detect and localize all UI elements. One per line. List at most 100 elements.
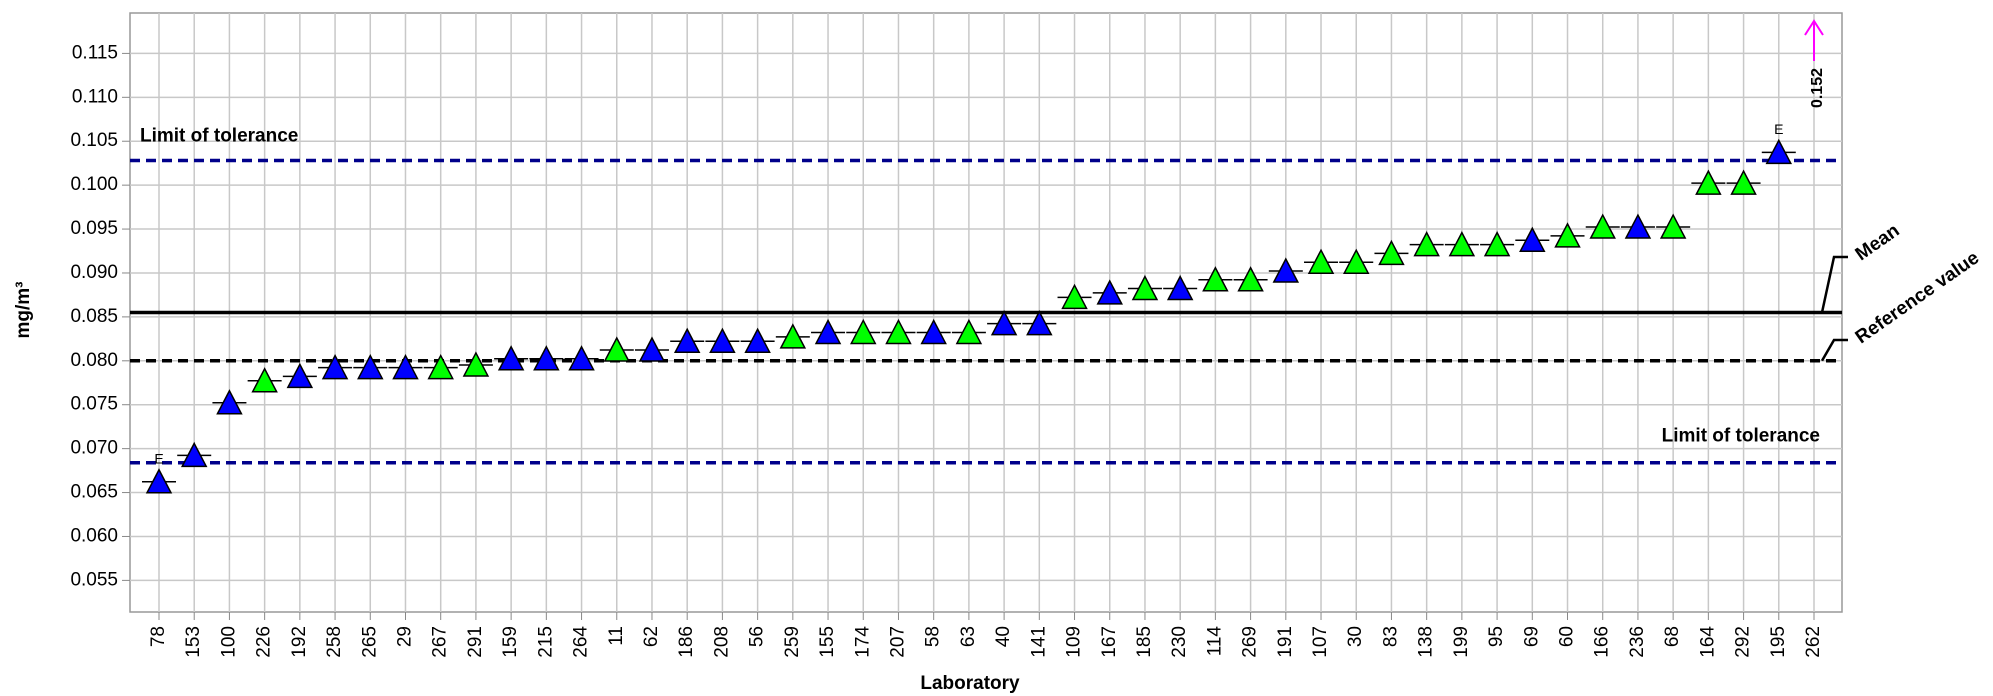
x-tick-label: 68 (1662, 626, 1683, 647)
marker (1272, 257, 1300, 283)
y-tick-label: 0.075 (70, 394, 118, 415)
y-tick-label: 0.110 (72, 86, 118, 107)
leader-line (1820, 255, 1848, 313)
marker (1378, 239, 1405, 266)
x-tick-label: 269 (1240, 626, 1261, 658)
marker (357, 353, 384, 380)
marker (1589, 213, 1616, 239)
x-tick-label: 186 (676, 626, 697, 658)
x-tick-label: 208 (711, 626, 732, 658)
y-tick-label: 0.055 (70, 569, 118, 590)
x-tick-label: 69 (1521, 626, 1542, 647)
x-tick-label: 109 (1064, 626, 1085, 658)
x-tick-label: 191 (1275, 626, 1296, 658)
marker (1519, 226, 1546, 252)
marker (1624, 213, 1652, 239)
marker (779, 323, 807, 349)
x-tick-label: 159 (500, 626, 521, 658)
x-tick-label: 167 (1099, 626, 1120, 658)
marker (638, 336, 666, 362)
y-tick-label: 0.070 (70, 438, 118, 459)
x-tick-label: 259 (782, 626, 803, 658)
y-tick-label: 0.060 (70, 525, 118, 546)
x-tick-label: 265 (359, 626, 380, 658)
x-tick-label: 199 (1451, 626, 1472, 658)
marker (850, 318, 877, 345)
x-tick-label: 62 (641, 626, 662, 647)
marker (1166, 274, 1194, 301)
x-tick-label: 164 (1697, 626, 1718, 658)
y-tick-label: 0.115 (72, 42, 118, 63)
x-tick-label: 78 (148, 626, 169, 647)
x-tick-label: 262 (1803, 626, 1824, 658)
x-tick-label: 166 (1592, 626, 1613, 658)
marker (1131, 274, 1159, 301)
value-label: 0.152 (1809, 68, 1826, 108)
marker (533, 345, 560, 371)
marker (1730, 169, 1757, 195)
marker (392, 353, 419, 380)
marker (709, 327, 736, 353)
y-tick-label: 0.090 (70, 262, 118, 283)
x-tick-label: 174 (852, 626, 873, 658)
x-tick-label: 63 (958, 626, 979, 647)
x-tick-label: 11 (606, 626, 627, 646)
marker (462, 351, 490, 377)
marker (1554, 222, 1581, 248)
x-tick-label: 236 (1627, 626, 1648, 658)
marker (885, 318, 912, 345)
marker (1448, 231, 1476, 257)
x-tick-label: 258 (324, 626, 345, 658)
x-tick-label: 195 (1768, 626, 1789, 658)
x-tick-label: 114 (1204, 626, 1225, 657)
x-tick-label: 58 (923, 626, 944, 647)
reference-label: Limit of tolerance (1662, 426, 1820, 447)
marker (814, 318, 842, 345)
marker (321, 353, 349, 380)
marker (1659, 213, 1687, 239)
flag-label: E (1774, 121, 1783, 137)
flag-label: E (154, 450, 163, 466)
marker (990, 310, 1018, 336)
x-tick-label: 264 (571, 626, 592, 658)
marker (1237, 266, 1264, 292)
marker (603, 336, 631, 362)
y-tick-label: 0.105 (70, 130, 118, 151)
y-tick-label: 0.065 (70, 482, 118, 503)
marker (1061, 283, 1088, 310)
marker (1483, 231, 1511, 257)
x-axis-label: Laboratory (920, 673, 1020, 694)
off-scale-arrow (1804, 19, 1824, 61)
marker (1307, 248, 1335, 274)
marker (427, 353, 454, 380)
x-tick-label: 56 (747, 626, 768, 647)
x-tick-label: 230 (1169, 626, 1190, 658)
marker (1695, 169, 1722, 195)
x-tick-label: 215 (535, 626, 556, 658)
marker (920, 318, 947, 345)
x-tick-label: 292 (1733, 626, 1754, 658)
x-tick-label: 267 (430, 626, 451, 658)
x-tick-label: 60 (1557, 626, 1578, 647)
marker (180, 441, 208, 468)
marker (497, 345, 525, 371)
marker (1413, 231, 1440, 257)
y-axis-label: mg/m³ (13, 282, 34, 339)
marker (568, 345, 595, 371)
marker (1096, 279, 1123, 305)
marker (1765, 138, 1793, 165)
marker (216, 389, 243, 415)
x-tick-label: 226 (254, 626, 275, 658)
x-tick-label: 40 (993, 626, 1014, 647)
marker (286, 362, 314, 389)
marker (1342, 248, 1370, 274)
y-tick-label: 0.100 (70, 174, 118, 195)
x-tick-label: 207 (887, 626, 908, 658)
marker (955, 318, 983, 345)
reference-label: Limit of tolerance (140, 126, 298, 147)
x-tick-label: 185 (1134, 626, 1155, 658)
marker (673, 327, 701, 353)
marker (251, 367, 278, 393)
x-tick-label: 291 (465, 626, 486, 658)
marker (744, 327, 771, 353)
